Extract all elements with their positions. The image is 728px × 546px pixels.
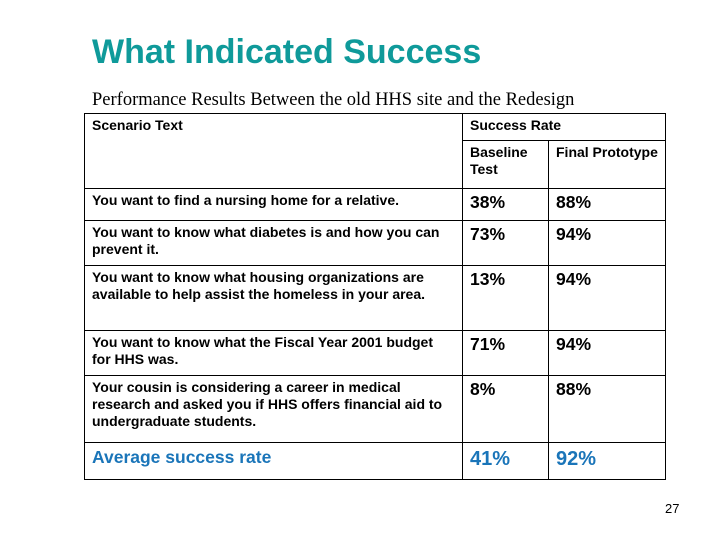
average-final: 92% bbox=[548, 442, 666, 480]
final-header: Final Prototype bbox=[548, 140, 666, 189]
baseline-header: Baseline Test bbox=[462, 140, 549, 189]
scenario-cell: You want to find a nursing home for a re… bbox=[84, 188, 463, 221]
baseline-cell: 38% bbox=[462, 188, 549, 221]
table-row: You want to find a nursing home for a re… bbox=[84, 188, 666, 221]
table-row: Your cousin is considering a career in m… bbox=[84, 375, 666, 443]
final-cell: 94% bbox=[548, 265, 666, 331]
results-table: Scenario Text Success Rate Baseline Test… bbox=[84, 113, 666, 480]
scenario-cell: You want to know what housing organizati… bbox=[84, 265, 463, 331]
slide-subtitle: Performance Results Between the old HHS … bbox=[92, 90, 575, 110]
table-row: You want to know what the Fiscal Year 20… bbox=[84, 330, 666, 376]
scenario-header: Scenario Text bbox=[84, 113, 463, 189]
average-baseline: 41% bbox=[462, 442, 549, 480]
scenario-cell: You want to know what the Fiscal Year 20… bbox=[84, 330, 463, 376]
scenario-cell: You want to know what diabetes is and ho… bbox=[84, 220, 463, 266]
final-cell: 94% bbox=[548, 330, 666, 376]
table-row: You want to know what diabetes is and ho… bbox=[84, 220, 666, 266]
average-row: Average success rate 41% 92% bbox=[84, 442, 666, 480]
final-cell: 94% bbox=[548, 220, 666, 266]
page-number: 27 bbox=[665, 501, 680, 516]
average-label: Average success rate bbox=[84, 442, 463, 480]
baseline-cell: 8% bbox=[462, 375, 549, 443]
final-cell: 88% bbox=[548, 375, 666, 443]
baseline-cell: 13% bbox=[462, 265, 549, 331]
table-row: You want to know what housing organizati… bbox=[84, 265, 666, 331]
slide-title: What Indicated Success bbox=[92, 33, 482, 71]
success-rate-header: Success Rate bbox=[462, 113, 666, 141]
baseline-cell: 71% bbox=[462, 330, 549, 376]
final-cell: 88% bbox=[548, 188, 666, 221]
baseline-cell: 73% bbox=[462, 220, 549, 266]
scenario-cell: Your cousin is considering a career in m… bbox=[84, 375, 463, 443]
